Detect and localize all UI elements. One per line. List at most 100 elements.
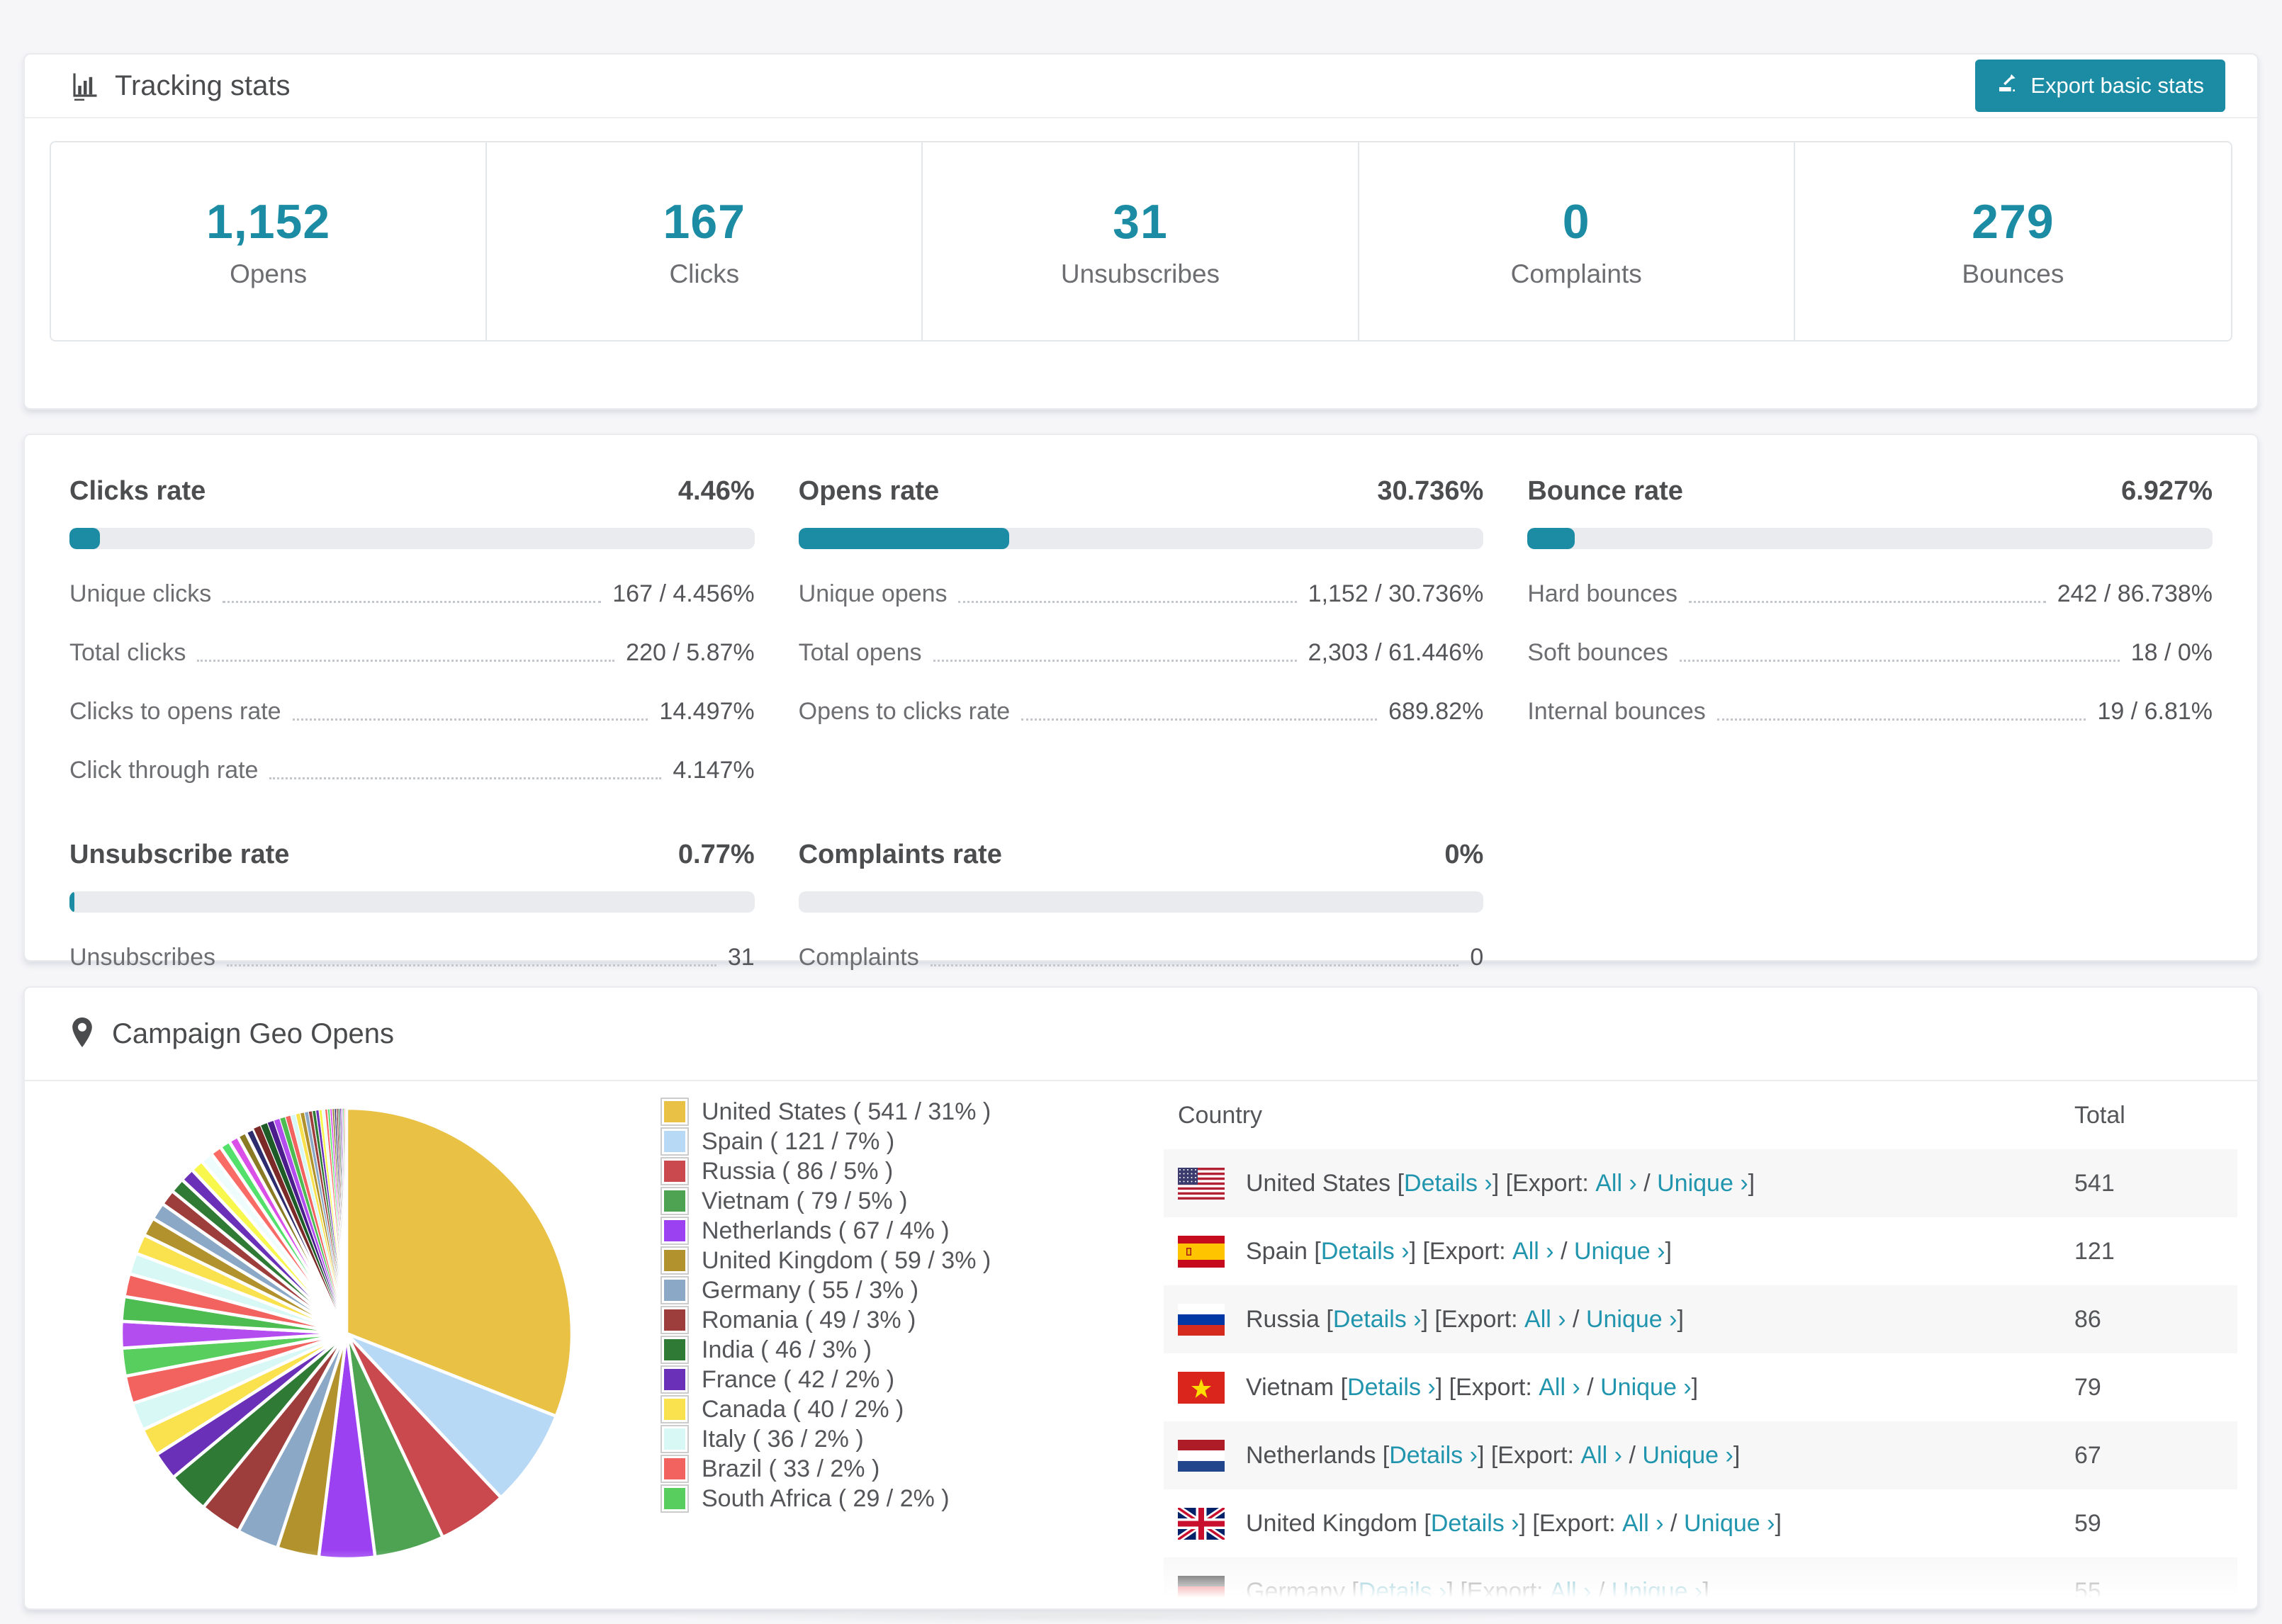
stat-value: 2,303 / 61.446% (1308, 639, 1484, 666)
bracket: ] (1775, 1509, 1782, 1537)
details-link[interactable]: Details › (1404, 1169, 1493, 1197)
flag-vn-icon (1178, 1371, 1225, 1404)
legend-item-india[interactable]: India ( 46 / 3% ) (661, 1335, 991, 1365)
summary-unsubscribes: 31 Unsubscribes (923, 142, 1359, 340)
legend-item-italy[interactable]: Italy ( 36 / 2% ) (661, 1424, 991, 1454)
rate-block-bounce-rate: Bounce rate 6.927% Hard bounces 242 / 86.73… (1527, 476, 2213, 784)
stat-label: Opens to clicks rate (798, 698, 1011, 725)
slash-separator: / (1622, 1441, 1643, 1469)
bracket-export-label: ] [Export: (1421, 1305, 1525, 1333)
legend-item-vietnam[interactable]: Vietnam ( 79 / 5% ) (661, 1186, 991, 1216)
legend-item-united-kingdom[interactable]: United Kingdom ( 59 / 3% ) (661, 1246, 991, 1275)
bracket-export-label: ] [Export: (1446, 1577, 1550, 1605)
legend-swatch (661, 1217, 689, 1245)
export-button-label: Export basic stats (2030, 73, 2204, 98)
stat-value: 0 (1470, 944, 1484, 971)
legend-item-canada[interactable]: Canada ( 40 / 2% ) (661, 1394, 991, 1424)
stat-label: Clicks to opens rate (69, 698, 281, 725)
legend-label: Italy ( 36 / 2% ) (702, 1425, 864, 1453)
geo-table-row-vn: Vietnam [Details ›] [Export: All › / Uni… (1164, 1353, 2237, 1421)
export-unique-link[interactable]: Unique › (1600, 1373, 1692, 1401)
details-link[interactable]: Details › (1358, 1577, 1447, 1605)
rate-progress-fill (798, 528, 1009, 549)
country-name: Netherlands (1246, 1441, 1383, 1469)
dotted-leader (1021, 718, 1378, 721)
rate-stat-row: Total opens 2,303 / 61.446% (799, 639, 1484, 667)
bracket: ] (1733, 1441, 1741, 1469)
legend-item-romania[interactable]: Romania ( 49 / 3% ) (661, 1305, 991, 1335)
dotted-leader (269, 777, 662, 779)
summary-value: 279 (1972, 194, 2055, 249)
legend-label: United Kingdom ( 59 / 3% ) (702, 1246, 991, 1274)
legend-item-germany[interactable]: Germany ( 55 / 3% ) (661, 1275, 991, 1305)
legend-item-france[interactable]: France ( 42 / 2% ) (661, 1365, 991, 1394)
legend-item-netherlands[interactable]: Netherlands ( 67 / 4% ) (661, 1216, 991, 1246)
legend-swatch (661, 1455, 689, 1483)
details-link[interactable]: Details › (1332, 1305, 1422, 1333)
legend-item-brazil[interactable]: Brazil ( 33 / 2% ) (661, 1454, 991, 1484)
legend-item-russia[interactable]: Russia ( 86 / 5% ) (661, 1156, 991, 1186)
legend-item-south-africa[interactable]: South Africa ( 29 / 2% ) (661, 1484, 991, 1513)
slash-separator: / (1663, 1509, 1684, 1537)
export-all-link[interactable]: All › (1595, 1169, 1637, 1197)
rate-title: Opens rate (798, 476, 940, 506)
bracket: [ (1351, 1577, 1359, 1605)
flag-us-icon (1178, 1167, 1225, 1200)
rate-progress-bar (798, 528, 1484, 549)
country-total: 121 (2074, 1237, 2115, 1265)
details-link[interactable]: Details › (1389, 1441, 1478, 1469)
details-link[interactable]: Details › (1347, 1373, 1436, 1401)
legend-label: Vietnam ( 79 / 5% ) (702, 1187, 908, 1214)
geo-table-row-uk: United Kingdom [Details ›] [Export: All … (1164, 1489, 2237, 1557)
summary-complaints: 0 Complaints (1359, 142, 1795, 340)
export-unique-link[interactable]: Unique › (1573, 1237, 1665, 1265)
rate-stat-row: Unique opens 1,152 / 30.736% (799, 580, 1484, 608)
country-column-header: Country (1178, 1101, 1263, 1129)
legend-item-spain[interactable]: Spain ( 121 / 7% ) (661, 1127, 991, 1156)
slash-separator: / (1591, 1577, 1612, 1605)
export-unique-link[interactable]: Unique › (1683, 1509, 1775, 1537)
export-all-link[interactable]: All › (1549, 1577, 1592, 1605)
legend-swatch (661, 1484, 689, 1513)
export-unique-link[interactable]: Unique › (1657, 1169, 1748, 1197)
export-all-link[interactable]: All › (1524, 1305, 1566, 1333)
country-total: 67 (2074, 1441, 2101, 1469)
legend-swatch (661, 1306, 689, 1334)
export-unique-link[interactable]: Unique › (1642, 1441, 1733, 1469)
rate-block-complaints-rate: Complaints rate 0% Complaints 0 (798, 840, 1484, 971)
stat-label: Unsubscribes (69, 944, 215, 971)
export-all-link[interactable]: All › (1580, 1441, 1622, 1469)
export-all-link[interactable]: All › (1622, 1509, 1664, 1537)
rates-card: Clicks rate 4.46% Unique clicks 167 / 4.456… (23, 434, 2259, 971)
legend-label: Russia ( 86 / 5% ) (702, 1157, 894, 1185)
legend-item-united-states[interactable]: United States ( 541 / 31% ) (661, 1097, 991, 1127)
rate-progress-fill (1527, 528, 1575, 549)
rate-value: 6.927% (2121, 476, 2213, 506)
export-all-link[interactable]: All › (1512, 1237, 1554, 1265)
flag-ru-icon (1178, 1303, 1225, 1336)
geo-content: United States ( 541 / 31% ) Spain ( 121 /… (25, 1081, 2257, 1608)
legend-swatch (661, 1157, 689, 1185)
summary-value: 1,152 (206, 194, 331, 249)
stat-value: 242 / 86.738% (2057, 580, 2213, 607)
stat-value: 1,152 / 30.736% (1308, 580, 1484, 607)
page-bottom-shadow (673, 1608, 1510, 1624)
details-link[interactable]: Details › (1430, 1509, 1519, 1537)
stat-value: 4.147% (673, 757, 755, 784)
summary-label: Unsubscribes (1060, 259, 1220, 288)
rate-block-clicks-rate: Clicks rate 4.46% Unique clicks 167 / 4.456… (69, 476, 755, 784)
rate-stat-row: Unique clicks 167 / 4.456% (69, 580, 755, 608)
stat-value: 167 / 4.456% (612, 580, 755, 607)
export-basic-stats-button[interactable]: Export basic stats (1975, 60, 2225, 112)
export-all-link[interactable]: All › (1539, 1373, 1580, 1401)
rate-progress-bar (1527, 528, 2213, 549)
rate-title: Clicks rate (69, 476, 206, 506)
bracket: [ (1340, 1373, 1348, 1401)
export-unique-link[interactable]: Unique › (1611, 1577, 1703, 1605)
details-link[interactable]: Details › (1320, 1237, 1410, 1265)
export-unique-link[interactable]: Unique › (1585, 1305, 1677, 1333)
stat-label: Hard bounces (1527, 580, 1678, 607)
legend-swatch (661, 1336, 689, 1364)
dotted-leader (933, 660, 1297, 662)
legend-swatch (661, 1246, 689, 1275)
